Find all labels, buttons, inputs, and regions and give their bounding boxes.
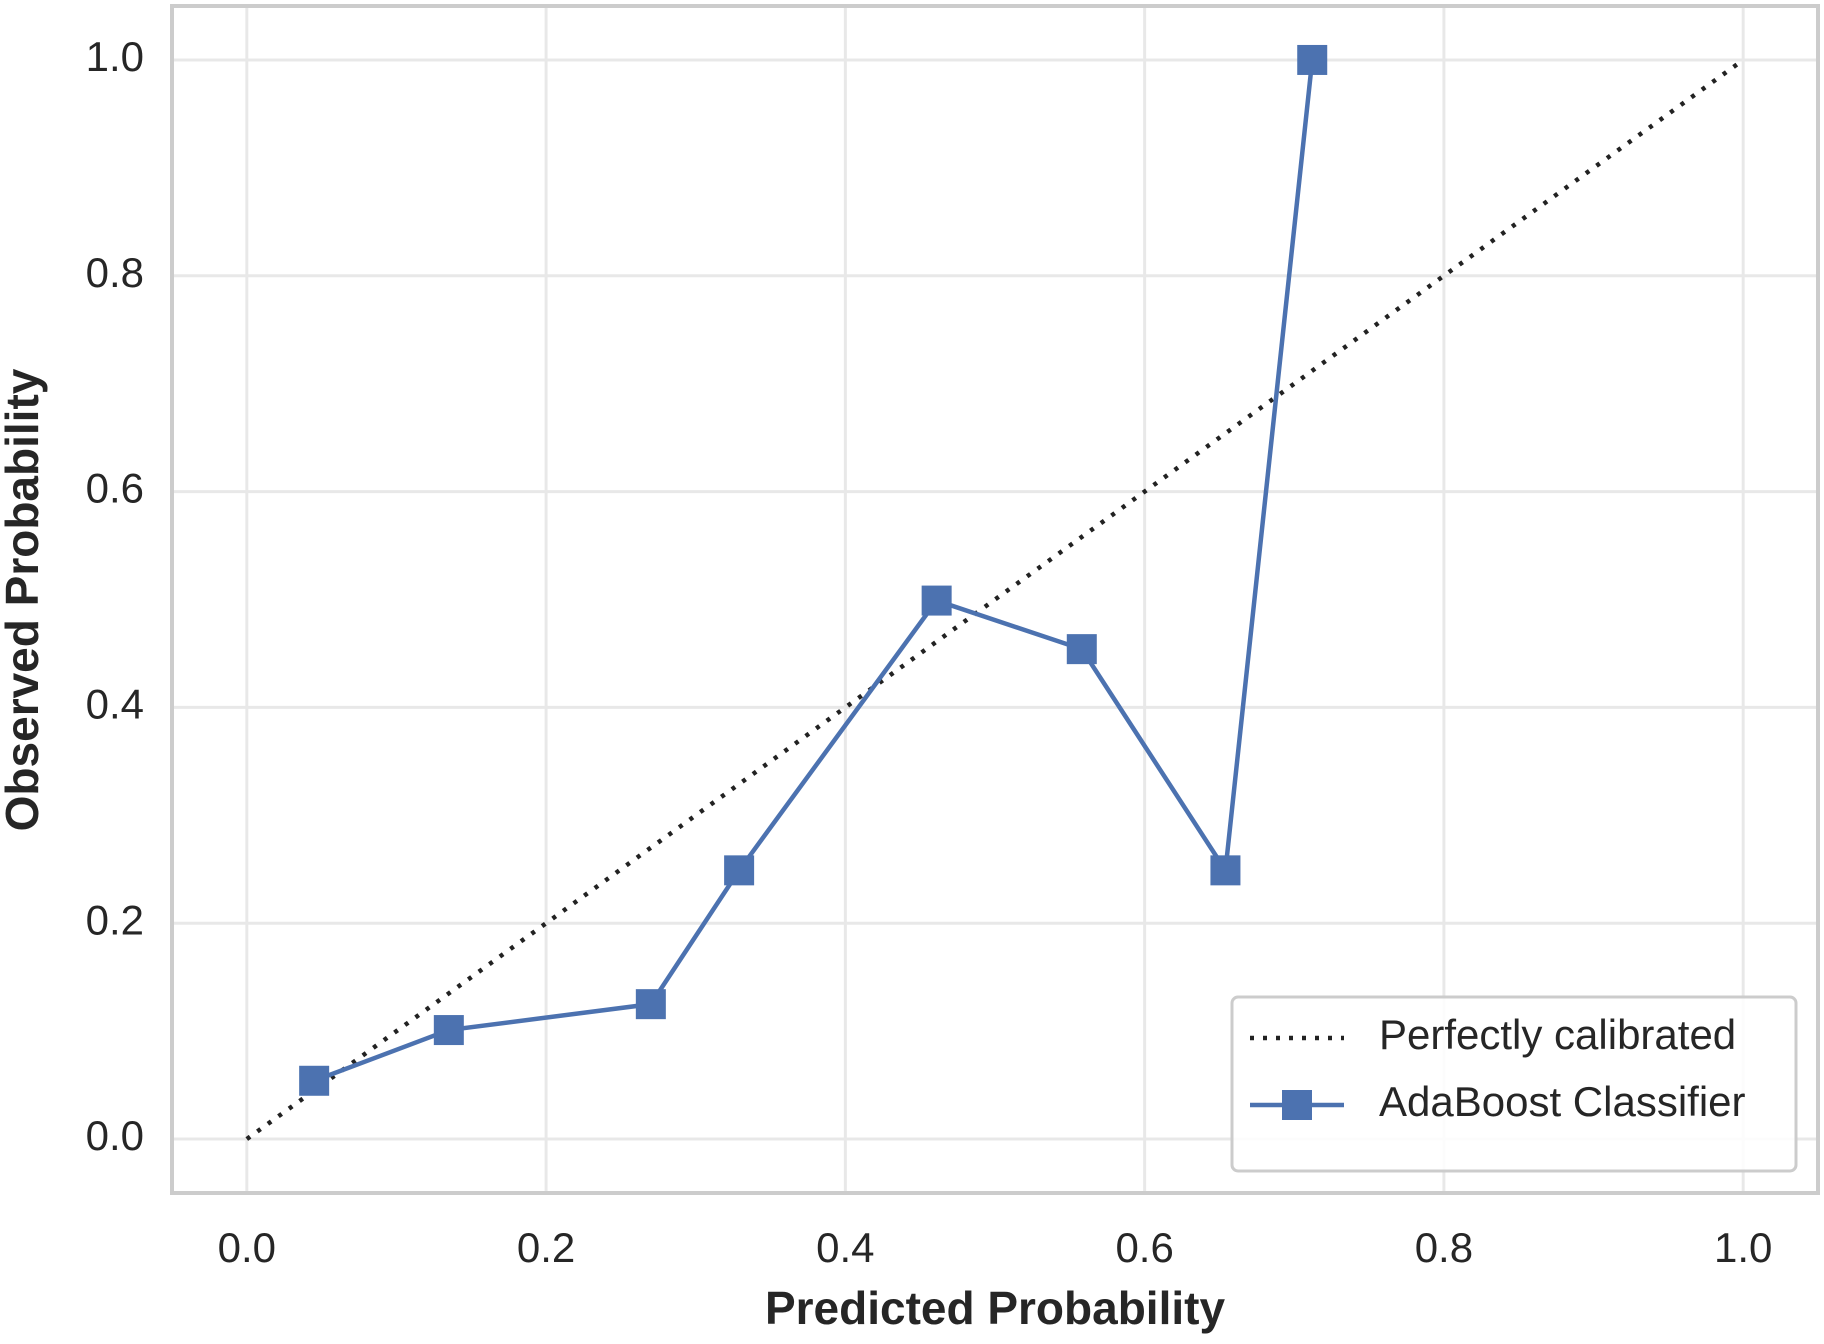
y-tick-label: 0.0 <box>86 1112 144 1159</box>
legend: Perfectly calibrated AdaBoost Classifier <box>1230 995 1798 1173</box>
marker <box>635 989 666 1020</box>
x-tick-label: 0.6 <box>1115 1224 1173 1271</box>
marker <box>299 1065 330 1096</box>
y-tick-label: 0.2 <box>86 896 144 943</box>
marker <box>921 585 952 616</box>
x-tick-label: 1.0 <box>1714 1224 1772 1271</box>
plot-frame <box>170 4 1820 1195</box>
y-tick-label: 0.6 <box>86 465 144 512</box>
legend-marker <box>1282 1090 1312 1120</box>
series-line <box>245 58 1745 1141</box>
x-tick-label: 0.4 <box>816 1224 874 1271</box>
x-axis-title: Predicted Probability <box>765 1282 1226 1334</box>
y-tick-label: 0.4 <box>86 681 144 728</box>
x-tick-label: 0.0 <box>218 1224 276 1271</box>
x-tick-label: 0.2 <box>517 1224 575 1271</box>
legend-box <box>1230 995 1798 1173</box>
series-line <box>311 57 1315 1084</box>
marker <box>1066 634 1097 665</box>
y-tick-label: 0.8 <box>86 249 144 296</box>
y-axis-title: Observed Probability <box>0 368 48 831</box>
x-tick-label: 0.8 <box>1415 1224 1473 1271</box>
marker <box>433 1015 464 1046</box>
legend-label: AdaBoost Classifier <box>1379 1078 1746 1125</box>
marker <box>1210 855 1241 886</box>
marker <box>1297 44 1328 75</box>
y-tick-label: 1.0 <box>86 33 144 80</box>
marker <box>724 855 755 886</box>
legend-label: Perfectly calibrated <box>1379 1011 1736 1058</box>
